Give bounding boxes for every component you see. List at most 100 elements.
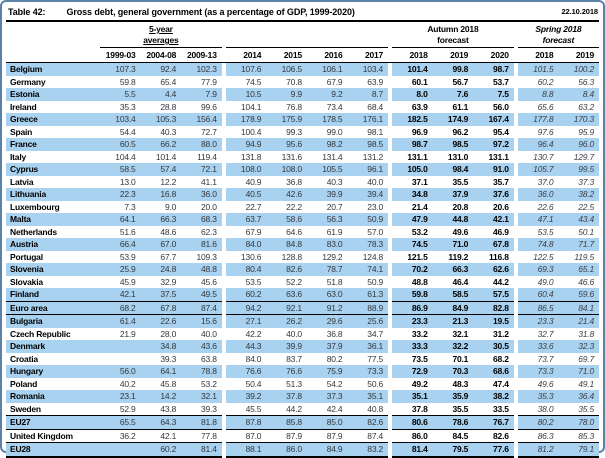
value-cell: 57.5 (473, 288, 514, 301)
summary-row: EU27 65.5 64.3 81.8 87.8 85.8 85.0 82.6 80.6 78.6… (6, 415, 599, 430)
value-cell: 36.1 (347, 340, 389, 353)
country-name-cell: United Kingdom (10, 430, 73, 441)
column-gap (388, 429, 393, 443)
value-cell: 30.5 (473, 340, 514, 353)
table-row: Cyprus 58.5 57.4 72.1 108.0 108.0 105.5 96.1 105… (6, 163, 599, 176)
value-cell: 83.2 (347, 442, 389, 458)
gross-debt-table: 5-year averages Autumn 2018 forecast Spr… (6, 22, 599, 458)
value-cell: 76.6 (225, 365, 267, 378)
column-gap (221, 301, 226, 315)
value-cell: 56.0 (493, 101, 509, 112)
column-gap (221, 200, 226, 213)
value-cell: 37.3 (578, 176, 594, 187)
value-cell: 40.3 (160, 126, 177, 137)
value-cell: 42.4 (326, 403, 343, 414)
table-row: Croatia 39.3 63.8 84.0 83.7 80.2 77.5 73.5 70.1 6… (6, 352, 599, 365)
country-name-cell: Poland (10, 378, 38, 389)
country-name-cell: Sweden (10, 403, 41, 414)
country-column-header (6, 47, 100, 63)
value-cell: 68.6 (473, 365, 514, 378)
summary-row: Euro area 68.2 67.8 87.4 94.2 92.1 91.2 88.9 86.… (6, 300, 599, 315)
year-header: 2019 (558, 47, 599, 63)
column-gap (513, 263, 518, 276)
value-cell: 101.5 (517, 62, 559, 76)
value-cell: 67.9 (245, 226, 262, 237)
value-cell: 98.1 (367, 126, 384, 137)
year-header: 2020 (473, 47, 514, 63)
value-cell: 37.9 (306, 340, 348, 353)
column-gap (388, 390, 393, 403)
value-cell: 15.6 (181, 314, 222, 328)
value-cell: 21.3 (432, 314, 474, 328)
value-cell: 9.9 (266, 88, 307, 101)
value-cell: 36.8 (326, 328, 343, 339)
value-cell: 32.2 (432, 340, 474, 353)
value-cell: 31.8 (578, 328, 594, 339)
value-cell: 79.1 (558, 442, 599, 458)
value-cell: 131.2 (362, 151, 384, 162)
value-cell: 20.6 (493, 201, 509, 212)
page-title: Gross debt, general government (as a per… (66, 6, 355, 17)
value-cell: 78.6 (432, 415, 474, 430)
value-cell: 53.7 (493, 76, 509, 87)
value-cell: 104.1 (241, 101, 262, 112)
value-cell: 37.5 (140, 288, 182, 301)
year-header: 2016 (306, 47, 348, 63)
value-cell: 178.9 (225, 113, 267, 126)
value-cell: 73.3 (347, 365, 389, 378)
value-cell: 67.8 (140, 300, 182, 315)
value-cell: 59.6 (558, 288, 599, 301)
value-cell: 77.9 (200, 76, 217, 87)
corner-cell (6, 22, 100, 48)
value-cell: 37.9 (432, 188, 474, 201)
column-gap (388, 113, 393, 126)
value-cell: 40.2 (119, 378, 136, 389)
value-cell: 42.1 (100, 288, 141, 301)
column-gap (513, 62, 518, 76)
value-cell: 59.8 (119, 76, 136, 87)
value-cell: 20.0 (200, 201, 217, 212)
column-gap (221, 327, 226, 340)
value-cell: 22.5 (578, 201, 594, 212)
column-gap (221, 138, 226, 151)
value-cell: 178.5 (306, 113, 348, 126)
value-cell: 22.6 (140, 314, 182, 328)
value-cell: 106.1 (306, 62, 348, 76)
value-cell: 98.2 (306, 138, 348, 151)
value-cell: 34.7 (367, 328, 384, 339)
value-cell: 63.2 (578, 101, 594, 112)
value-cell: 53.2 (200, 378, 217, 389)
value-cell: 156.4 (181, 113, 222, 126)
value-cell: 69.7 (578, 353, 594, 364)
value-cell: 22.3 (100, 188, 141, 201)
value-cell: 177.8 (517, 113, 559, 126)
value-cell: 78.0 (558, 415, 599, 430)
value-cell: 63.0 (306, 288, 348, 301)
summary-row: EU28 60.2 81.4 88.1 86.0 84.9 83.2 81.4 79.5 77.6… (6, 442, 599, 458)
group-label: Autumn 2018 (427, 24, 479, 34)
value-cell: 78.7 (306, 263, 348, 276)
value-cell: 60.2 (140, 442, 182, 458)
value-cell: 129.2 (322, 251, 343, 262)
value-cell: 23.0 (367, 201, 384, 212)
column-gap (513, 138, 518, 151)
value-cell: 130.7 (533, 151, 554, 162)
table-row: Lithuania 22.3 16.8 36.0 40.5 42.6 39.9 39.4 34.… (6, 188, 599, 201)
value-cell: 65.4 (160, 76, 177, 87)
value-cell: 35.1 (347, 390, 389, 403)
country-name-cell: Greece (6, 113, 100, 126)
value-cell: 65.1 (558, 263, 599, 276)
value-cell: 20.8 (452, 201, 469, 212)
value-cell: 84.9 (306, 442, 348, 458)
value-cell: 96.4 (517, 138, 559, 151)
column-gap (388, 314, 393, 328)
value-cell: 52.9 (119, 403, 136, 414)
value-cell: 98.7 (392, 138, 433, 151)
value-cell: 78.8 (181, 365, 222, 378)
value-cell: 23.3 (392, 314, 433, 328)
value-cell: 103.4 (100, 113, 141, 126)
value-cell: 104.4 (115, 151, 136, 162)
value-cell: 56.3 (306, 213, 348, 226)
value-cell: 35.3 (517, 390, 559, 403)
column-gap (221, 88, 226, 101)
